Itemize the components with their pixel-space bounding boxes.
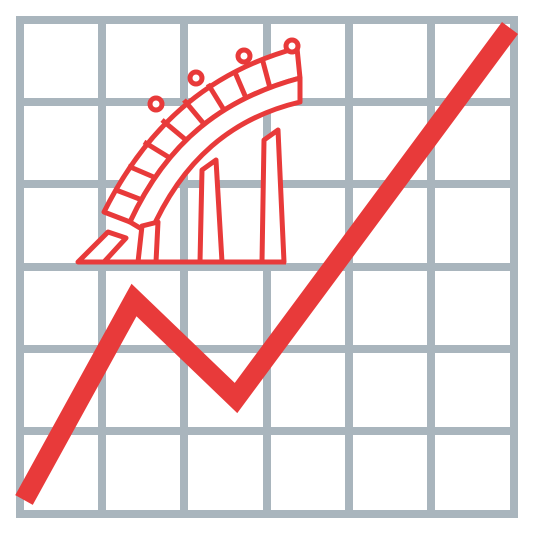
trend-line-icon [15, 22, 519, 505]
bridge-arch-icon [75, 37, 303, 265]
